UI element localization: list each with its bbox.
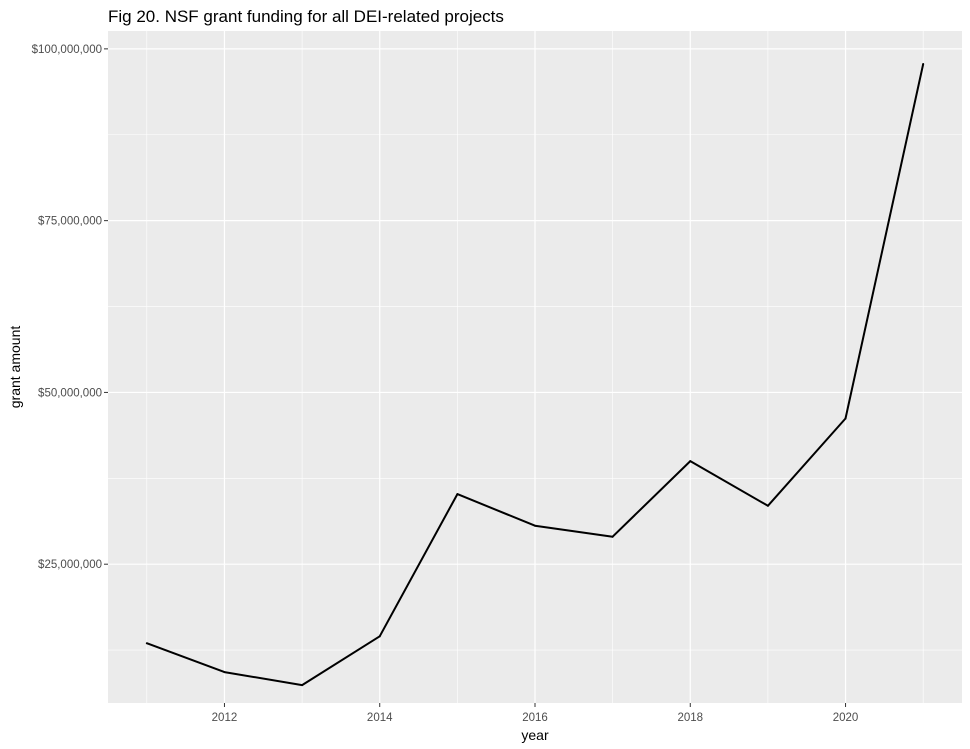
x-axis-title: year [521, 727, 549, 743]
x-tick-label: 2016 [522, 712, 548, 724]
y-tick-label: $50,000,000 [38, 387, 102, 399]
data-point [844, 417, 847, 420]
y-axis: $25,000,000 $50,000,000 $75,000,000 $100,00… [32, 44, 108, 571]
y-axis-title: grant amount [7, 326, 23, 409]
data-point [689, 460, 692, 463]
data-point [534, 524, 536, 527]
data-point [766, 504, 769, 507]
x-axis: 2012 2014 2016 2018 2020 [212, 703, 859, 724]
major-gridlines [108, 31, 962, 703]
data-point [611, 535, 614, 538]
data-point [145, 642, 148, 645]
data-point [922, 62, 925, 65]
data-point [456, 493, 459, 496]
x-tick-label: 2014 [367, 712, 393, 724]
y-tick-label: $25,000,000 [38, 559, 102, 571]
y-tick-label: $75,000,000 [38, 216, 102, 228]
chart-title: Fig 20. NSF grant funding for all DEI-re… [108, 7, 504, 26]
y-tick-label: $100,000,000 [32, 44, 102, 56]
data-point [378, 635, 381, 638]
data-point [301, 684, 304, 687]
x-tick-label: 2012 [212, 712, 238, 724]
data-point [223, 671, 226, 674]
x-tick-label: 2020 [833, 712, 859, 724]
x-tick-label: 2018 [677, 712, 703, 724]
series-group [145, 62, 925, 687]
